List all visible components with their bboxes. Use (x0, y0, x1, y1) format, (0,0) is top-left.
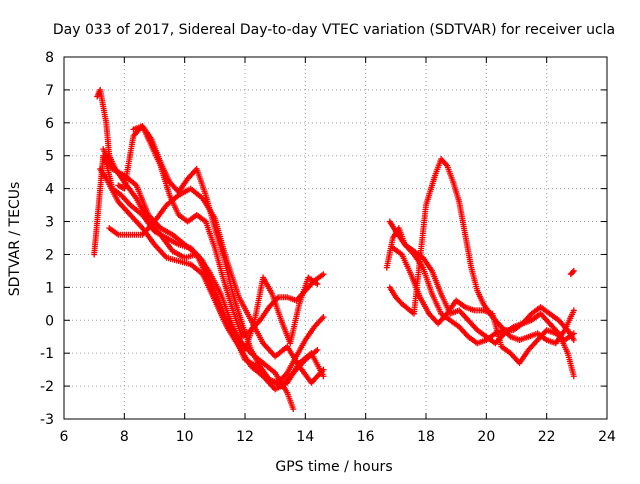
y-tick-label: -3 (40, 412, 54, 428)
x-tick-label: 12 (236, 429, 254, 445)
data-point (570, 373, 577, 380)
series-track-3 (97, 165, 327, 393)
chart-title: Day 033 of 2017, Sidereal Day-to-day VTE… (53, 22, 615, 38)
y-tick-label: 7 (45, 83, 54, 99)
data-point (320, 373, 327, 380)
x-tick-label: 10 (176, 429, 194, 445)
y-tick-label: 8 (45, 50, 54, 66)
x-tick-label: 8 (120, 429, 129, 445)
x-tick-label: 16 (357, 429, 375, 445)
series-track-2 (94, 86, 321, 390)
y-axis-label: SDTVAR / TECUs (7, 182, 23, 297)
series-track-8 (383, 225, 577, 380)
data-point (320, 313, 327, 320)
x-axis-label: GPS time / hours (275, 459, 392, 475)
x-tick-label: 24 (598, 429, 616, 445)
data-point (320, 366, 327, 373)
data-point (570, 337, 577, 344)
data-point (320, 271, 327, 278)
x-tick-label: 20 (477, 429, 495, 445)
series-track-7 (100, 146, 321, 353)
y-tick-label: 4 (45, 182, 54, 198)
series-track-6 (130, 123, 327, 340)
y-tick-label: 3 (45, 215, 54, 231)
x-tick-label: 14 (296, 429, 314, 445)
series-track-12 (567, 267, 577, 278)
series-track-10 (389, 244, 577, 367)
data-point (570, 267, 577, 274)
x-tick-label: 18 (417, 429, 435, 445)
y-tick-label: 1 (45, 280, 54, 296)
data-point (570, 330, 577, 337)
data-point (314, 281, 321, 288)
y-tick-label: 2 (45, 247, 54, 263)
y-tick-label: 0 (45, 313, 54, 329)
series-track-11 (386, 156, 577, 347)
plot-frame (63, 56, 608, 420)
y-tick-label: 6 (45, 116, 54, 132)
data-point (570, 307, 577, 314)
data-point (314, 346, 321, 353)
data-point (442, 161, 449, 168)
x-tick-label: 22 (538, 429, 556, 445)
x-tick-label: 6 (60, 429, 69, 445)
y-tick-label: -1 (40, 346, 54, 362)
data-points (91, 86, 577, 413)
y-tick-label: -2 (40, 379, 54, 395)
series-track-5 (115, 123, 327, 386)
y-tick-label: 5 (45, 149, 54, 165)
grid-layer (64, 57, 607, 419)
data-point (569, 269, 576, 276)
data-point (290, 406, 297, 413)
